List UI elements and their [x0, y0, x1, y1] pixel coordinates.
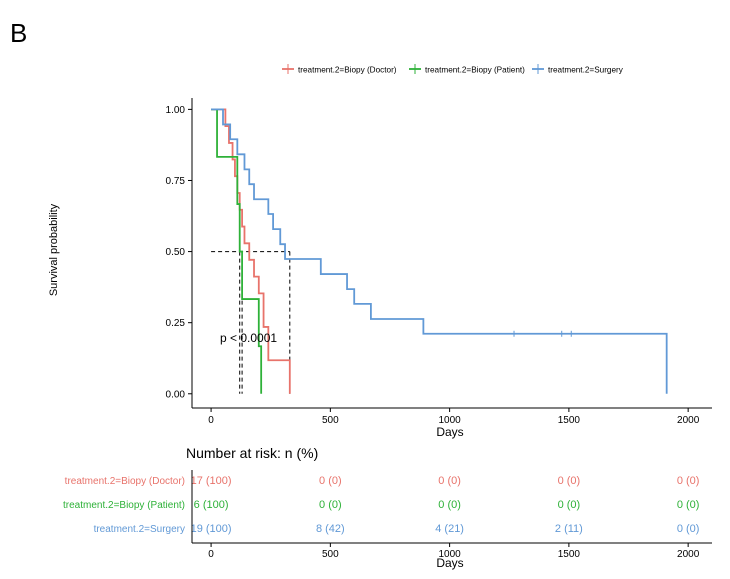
risk-x-tick-label: 500 [322, 549, 339, 560]
risk-cell: 0 (0) [558, 499, 581, 511]
risk-axes: 0 500 1000 1500 2000 [191, 470, 712, 560]
median-lines [211, 251, 291, 394]
panel-label: B [10, 18, 27, 48]
km-series [211, 108, 668, 394]
x-tick-label: 2000 [677, 415, 700, 426]
legend: treatment.2=Biopy (Doctor) treatment.2=Bi… [282, 64, 624, 75]
risk-cell: 0 (0) [677, 523, 700, 535]
y-tick-label: 0.50 [166, 247, 186, 258]
x-tick-label: 1500 [558, 415, 581, 426]
risk-x-tick-label: 1500 [558, 549, 581, 560]
risk-rows: treatment.2=Biopy (Doctor) 17 (100) 0 (0) 0… [63, 475, 699, 535]
legend-entry-2: treatment.2=Surgery [548, 66, 624, 75]
x-tick-label: 1000 [438, 415, 461, 426]
risk-cell: 19 (100) [191, 523, 232, 535]
legend-entry-1: treatment.2=Biopy (Patient) [425, 66, 525, 75]
y-tick-label: 1.00 [166, 105, 186, 116]
x-axis-label: Days [436, 425, 463, 439]
km-curve-1 [211, 108, 263, 394]
p-value-annotation: p < 0.0001 [220, 331, 277, 345]
y-tick-label: 0.75 [166, 176, 186, 187]
risk-x-tick-label: 2000 [677, 549, 700, 560]
y-tick-label: 0.25 [166, 318, 186, 329]
risk-cell: 0 (0) [558, 475, 581, 487]
x-tick-label: 0 [208, 415, 214, 426]
risk-cell: 6 (100) [194, 499, 229, 511]
y-axis-label: Survival probability [48, 203, 60, 296]
risk-cell: 0 (0) [319, 499, 342, 511]
risk-table: Number at risk: n (%) treatment.2=Biopy … [63, 445, 712, 570]
risk-row-label: treatment.2=Biopy (Doctor) [65, 476, 185, 487]
risk-cell: 2 (11) [555, 523, 583, 535]
risk-cell: 8 (42) [316, 523, 345, 535]
risk-x-tick-label: 0 [208, 549, 214, 560]
risk-table-title: Number at risk: n (%) [186, 445, 318, 461]
risk-cell: 17 (100) [191, 475, 232, 487]
km-curve-0 [211, 108, 291, 394]
risk-cell: 0 (0) [677, 475, 700, 487]
risk-cell: 0 (0) [438, 475, 461, 487]
risk-row-label: treatment.2=Biopy (Patient) [63, 500, 185, 511]
risk-x-axis-label: Days [436, 556, 463, 570]
risk-x-tick-label: 1000 [438, 549, 461, 560]
legend-entry-0: treatment.2=Biopy (Doctor) [298, 66, 397, 75]
km-plot: Survival probability Days 0.000.250.500.… [48, 98, 712, 439]
risk-row-label: treatment.2=Surgery [94, 524, 185, 535]
km-axes: 0.00 0.25 0.50 0.75 1.00 0 500 1000 1500 2000 [166, 98, 712, 426]
risk-cell: 0 (0) [438, 499, 461, 511]
km-curve-2 [211, 108, 668, 394]
risk-cell: 4 (21) [435, 523, 464, 535]
x-tick-label: 500 [322, 415, 339, 426]
y-tick-label: 0.00 [166, 389, 186, 400]
risk-cell: 0 (0) [677, 499, 700, 511]
risk-cell: 0 (0) [319, 475, 342, 487]
